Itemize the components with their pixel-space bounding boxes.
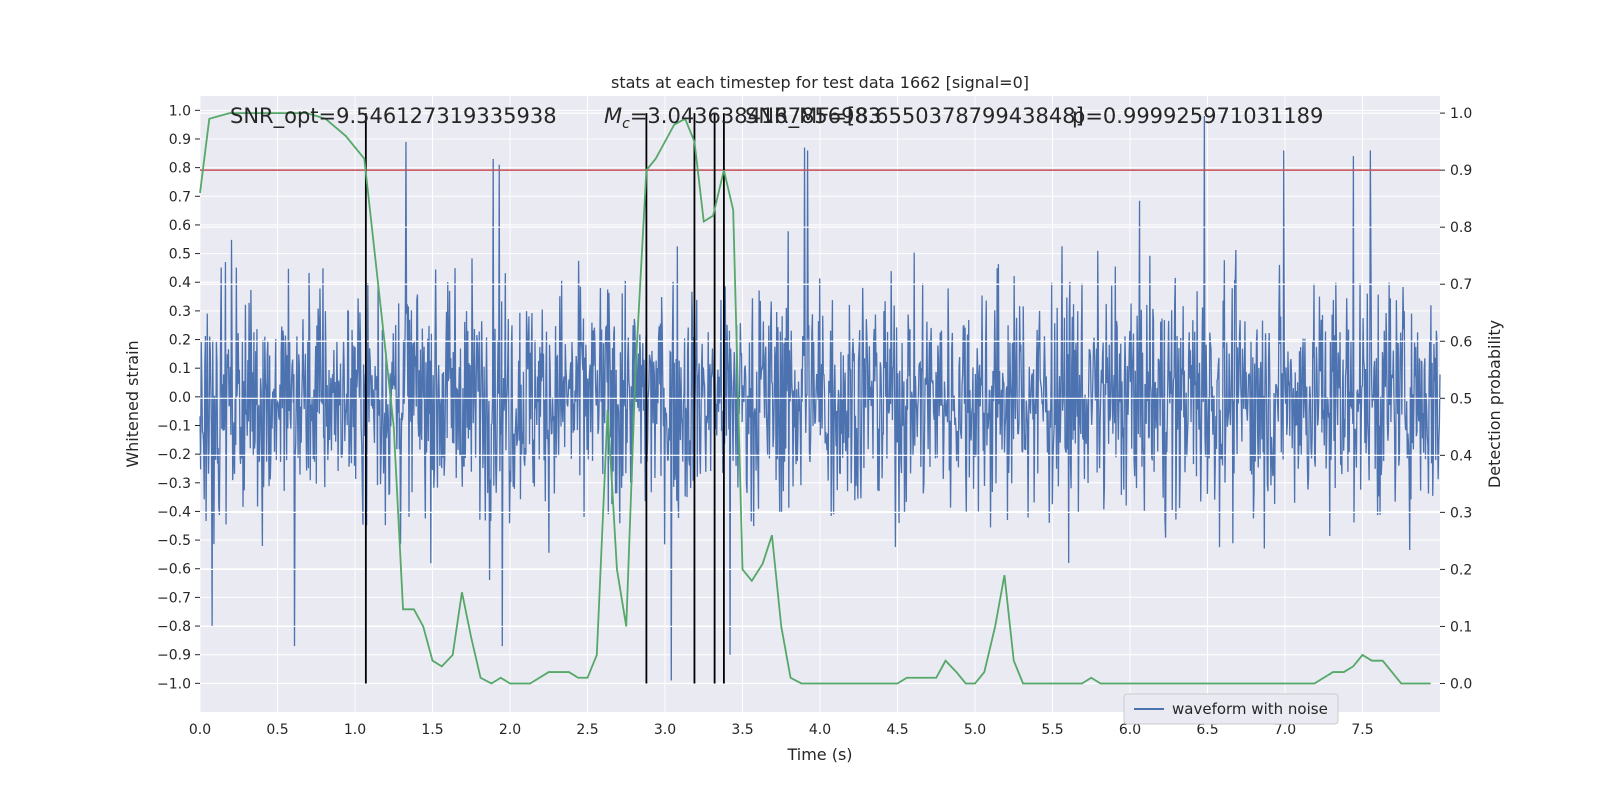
chirp-mass-symbol: M: [604, 104, 622, 128]
y2-tick-label-4: 0.4: [1450, 448, 1472, 464]
y-tick-label-5: −0.5: [157, 533, 191, 549]
chirp-mass-value: =3.0436384167856983: [630, 104, 881, 128]
y2-tick-label-0: 0.0: [1450, 676, 1472, 692]
snr-opt-annotation: SNR_opt=9.546127319335938: [230, 104, 557, 129]
x-tick-label-7: 3.5: [731, 722, 753, 738]
snr-mf-annotation: SNR_MF=[8.655037879943848]: [745, 104, 1084, 129]
y-tick-label-0: −1.0: [157, 676, 191, 692]
x-tick-label-13: 6.5: [1196, 722, 1218, 738]
y2-tick-label-10: 1.0: [1450, 106, 1472, 122]
x-axis-ticks: 0.0 0.5 1.0 1.5 2.0 2.5 3.0 3.5 4.0 4.5 5.0 5.5 6.0 6…: [189, 722, 1374, 738]
y2-tick-label-2: 0.2: [1450, 562, 1472, 578]
y-tick-label-18: 0.8: [169, 161, 191, 177]
y2-axis-label: Detection probability: [1485, 320, 1504, 488]
x-tick-label-3: 1.5: [421, 722, 443, 738]
y-tick-label-7: −0.3: [157, 476, 191, 492]
y2-tick-label-7: 0.7: [1450, 277, 1472, 293]
x-tick-label-0: 0.0: [189, 722, 211, 738]
probability-annotation: p=0.999925971031189: [1072, 104, 1323, 128]
y2-tick-label-8: 0.8: [1450, 220, 1472, 236]
y-tick-label-14: 0.4: [169, 275, 191, 291]
y2-tick-label-9: 0.9: [1450, 163, 1472, 179]
legend-label-noise: waveform with noise: [1172, 700, 1328, 718]
legend: waveform with noise: [1123, 693, 1339, 725]
noise-waveform-path: [199, 116, 1441, 681]
x-tick-label-15: 7.5: [1351, 722, 1373, 738]
x-tick-label-11: 5.5: [1041, 722, 1063, 738]
y-tick-label-17: 0.7: [169, 189, 191, 205]
x-tick-label-5: 2.5: [576, 722, 598, 738]
y-tick-label-1: −0.9: [157, 648, 191, 664]
chart-title: stats at each timestep for test data 166…: [611, 73, 1029, 92]
y-tick-label-8: −0.2: [157, 447, 191, 463]
y-tick-label-12: 0.2: [169, 333, 191, 349]
y-tick-label-20: 1.0: [169, 103, 191, 119]
y-tick-label-19: 0.9: [169, 132, 191, 148]
y-tick-label-2: −0.8: [157, 619, 191, 635]
x-tick-label-8: 4.0: [809, 722, 831, 738]
chirp-mass-subscript: c: [622, 116, 630, 132]
x-tick-label-2: 1.0: [344, 722, 366, 738]
y-tick-label-15: 0.5: [169, 247, 191, 263]
detection-probability-line: [199, 112, 1431, 685]
chirp-mass-annotation: Mc=3.0436384167856983: [604, 104, 881, 132]
y2-tick-label-3: 0.3: [1450, 505, 1472, 521]
legend-box: [1123, 693, 1339, 725]
y-tick-label-9: −0.1: [157, 418, 191, 434]
x-tick-label-10: 5.0: [964, 722, 986, 738]
y2-tick-label-1: 0.1: [1450, 619, 1472, 635]
y-tick-label-3: −0.7: [157, 590, 191, 606]
y2-axis-ticks: 0.0 0.1 0.2 0.3 0.4 0.5 0.6 0.7 0.8 0.9 1.0: [1440, 106, 1472, 692]
y-tick-label-13: 0.3: [169, 304, 191, 320]
x-tick-label-1: 0.5: [266, 722, 288, 738]
y-tick-label-6: −0.4: [157, 504, 191, 520]
y2-tick-label-5: 0.5: [1450, 391, 1472, 407]
y-axis-ticks: −1.0 −0.9 −0.8 −0.7 −0.6 −0.5 −0.4 −0.3 −0.2 −0.1…: [157, 103, 200, 692]
y-tick-label-16: 0.6: [169, 218, 191, 234]
x-tick-label-6: 3.0: [654, 722, 676, 738]
x-tick-label-9: 4.5: [886, 722, 908, 738]
y-tick-label-4: −0.6: [157, 562, 191, 578]
x-tick-label-4: 2.0: [499, 722, 521, 738]
x-tick-label-12: 6.0: [1119, 722, 1141, 738]
y-tick-label-10: 0.0: [169, 390, 191, 406]
y-axis-label: Whitened strain: [123, 340, 142, 467]
x-tick-label-14: 7.0: [1274, 722, 1296, 738]
y2-tick-label-6: 0.6: [1450, 334, 1472, 350]
x-axis-label: Time (s): [786, 745, 852, 764]
y-tick-label-11: 0.1: [169, 361, 191, 377]
